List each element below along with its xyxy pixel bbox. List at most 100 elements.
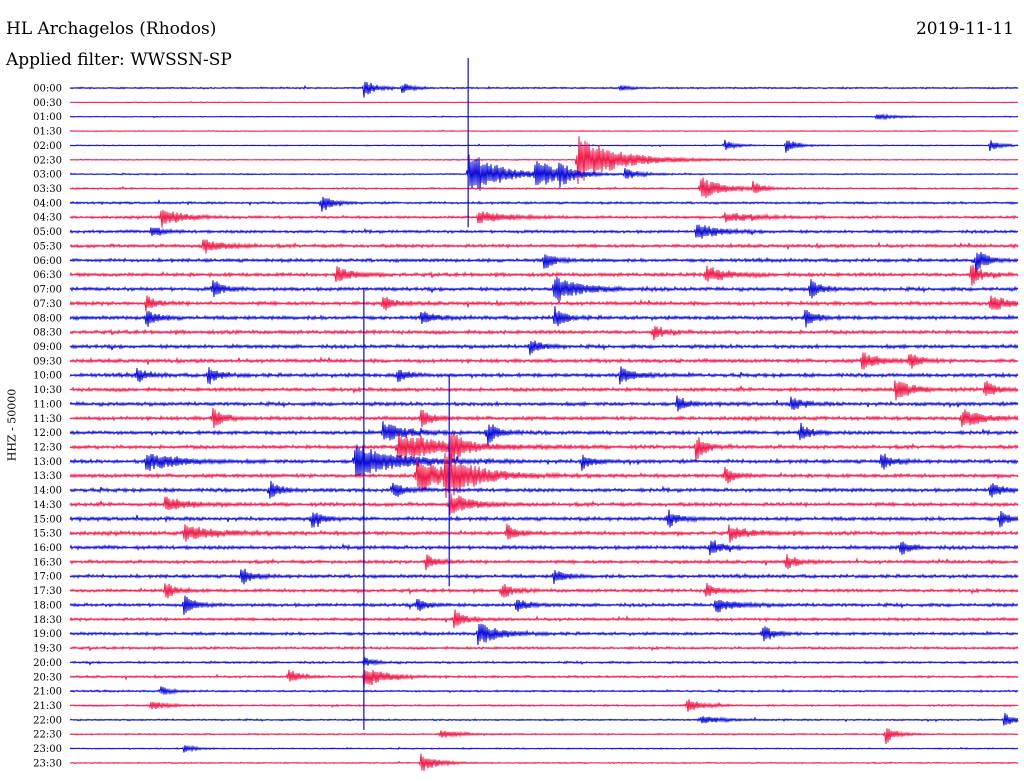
trace-row-0500 bbox=[69, 224, 1019, 239]
trace-row-0200 bbox=[69, 139, 1019, 153]
tick-label: 19:30 bbox=[33, 644, 62, 655]
trace-row-0530 bbox=[69, 239, 1019, 254]
tick-label: 06:30 bbox=[33, 270, 62, 281]
trace-row-0730 bbox=[69, 295, 1019, 312]
tick-label: 07:00 bbox=[33, 285, 62, 296]
tick-label: 11:30 bbox=[33, 414, 62, 425]
trace-row-1130 bbox=[69, 408, 1019, 428]
tick-label: 01:30 bbox=[33, 127, 62, 138]
tick-label: 04:30 bbox=[33, 213, 62, 224]
tick-label: 05:30 bbox=[33, 241, 62, 252]
tick-label: 03:00 bbox=[33, 170, 62, 181]
trace-row-2300 bbox=[69, 744, 1019, 753]
tick-label: 10:30 bbox=[33, 385, 62, 396]
filter-label: Applied filter: WWSSN-SP bbox=[6, 50, 232, 70]
tick-label: 00:30 bbox=[33, 98, 62, 109]
trace-row-1330 bbox=[69, 452, 1019, 498]
tick-label: 17:30 bbox=[33, 586, 62, 597]
trace-row-1700 bbox=[69, 568, 1019, 585]
tick-label: 01:00 bbox=[33, 112, 62, 123]
tick-label: 15:30 bbox=[33, 529, 62, 540]
tick-label: 14:30 bbox=[33, 500, 62, 511]
trace-row-0300 bbox=[69, 154, 1019, 191]
tick-label: 00:00 bbox=[33, 84, 62, 95]
trace-row-1730 bbox=[69, 582, 1019, 599]
trace-row-0330 bbox=[69, 177, 1019, 199]
trace-row-1230 bbox=[69, 432, 1019, 467]
trace-row-0830 bbox=[69, 326, 1019, 341]
trace-row-2100 bbox=[69, 686, 1019, 696]
trace-row-2330 bbox=[69, 753, 1019, 771]
trace-row-0100 bbox=[69, 113, 1019, 121]
trace-row-2130 bbox=[69, 699, 1019, 712]
tick-label: 03:30 bbox=[33, 184, 62, 195]
trace-row-2000 bbox=[69, 657, 1019, 667]
trace-row-1000 bbox=[69, 366, 1019, 385]
trace-row-1300 bbox=[69, 444, 1019, 478]
time-tick-labels: 00:00 00:30 01:00 01:30 02:00 02:30 03:00 03:30… bbox=[33, 84, 62, 770]
trace-row-1530 bbox=[69, 523, 1019, 543]
trace-row-0430 bbox=[69, 209, 1019, 228]
trace-row-1100 bbox=[69, 395, 1019, 412]
tick-label: 21:30 bbox=[33, 701, 62, 712]
trace-row-0700 bbox=[69, 277, 1019, 301]
tick-label: 16:30 bbox=[33, 557, 62, 568]
tick-label: 11:00 bbox=[33, 399, 62, 410]
tick-label: 17:00 bbox=[33, 572, 62, 583]
trace-row-0600 bbox=[69, 251, 1019, 274]
tick-label: 04:00 bbox=[33, 198, 62, 209]
trace-row-1830 bbox=[69, 609, 1019, 628]
tick-label: 18:00 bbox=[33, 600, 62, 611]
seismogram-traces bbox=[69, 81, 1019, 771]
date-label: 2019-11-11 bbox=[915, 19, 1014, 39]
trace-row-1400 bbox=[69, 480, 1019, 499]
trace-row-0230 bbox=[69, 136, 1019, 184]
trace-row-2230 bbox=[69, 728, 1019, 745]
trace-row-0800 bbox=[69, 306, 1019, 328]
trace-row-0400 bbox=[69, 196, 1019, 212]
tick-label: 13:30 bbox=[33, 471, 62, 482]
tick-label: 02:30 bbox=[33, 155, 62, 166]
tick-label: 12:00 bbox=[33, 428, 62, 439]
spike-overlays bbox=[363, 58, 469, 730]
tick-label: 10:00 bbox=[33, 371, 62, 382]
trace-row-0130 bbox=[69, 129, 1019, 133]
trace-row-0000 bbox=[69, 81, 1019, 98]
trace-row-2030 bbox=[69, 669, 1019, 689]
tick-label: 09:00 bbox=[33, 342, 62, 353]
tick-label: 15:00 bbox=[33, 514, 62, 525]
trace-row-2200 bbox=[69, 712, 1019, 726]
tick-label: 23:00 bbox=[33, 744, 62, 755]
tick-label: 20:30 bbox=[33, 672, 62, 683]
tick-label: 06:00 bbox=[33, 256, 62, 267]
tick-label: 12:30 bbox=[33, 443, 62, 454]
trace-row-0030 bbox=[69, 100, 1019, 104]
trace-row-1030 bbox=[69, 380, 1019, 401]
tick-label: 13:00 bbox=[33, 457, 62, 468]
tick-label: 18:30 bbox=[33, 615, 62, 626]
tick-label: 20:00 bbox=[33, 658, 62, 669]
tick-label: 08:00 bbox=[33, 313, 62, 324]
tick-label: 08:30 bbox=[33, 328, 62, 339]
trace-row-0900 bbox=[69, 340, 1019, 356]
trace-row-0630 bbox=[69, 264, 1019, 286]
trace-row-1630 bbox=[69, 554, 1019, 571]
trace-row-1930 bbox=[69, 645, 1019, 652]
tick-label: 22:30 bbox=[33, 730, 62, 741]
trace-row-1500 bbox=[69, 509, 1019, 528]
tick-label: 19:00 bbox=[33, 629, 62, 640]
tick-label: 23:30 bbox=[33, 758, 62, 769]
trace-row-1800 bbox=[69, 595, 1019, 615]
tick-label: 05:00 bbox=[33, 227, 62, 238]
trace-row-1200 bbox=[69, 421, 1019, 446]
trace-row-1430 bbox=[69, 493, 1019, 515]
trace-row-1900 bbox=[69, 623, 1019, 646]
tick-label: 16:00 bbox=[33, 543, 62, 554]
tick-label: 21:00 bbox=[33, 687, 62, 698]
tick-label: 14:00 bbox=[33, 486, 62, 497]
tick-label: 09:30 bbox=[33, 356, 62, 367]
tick-label: 07:30 bbox=[33, 299, 62, 310]
trace-row-1600 bbox=[69, 540, 1019, 556]
trace-row-0930 bbox=[69, 352, 1019, 370]
